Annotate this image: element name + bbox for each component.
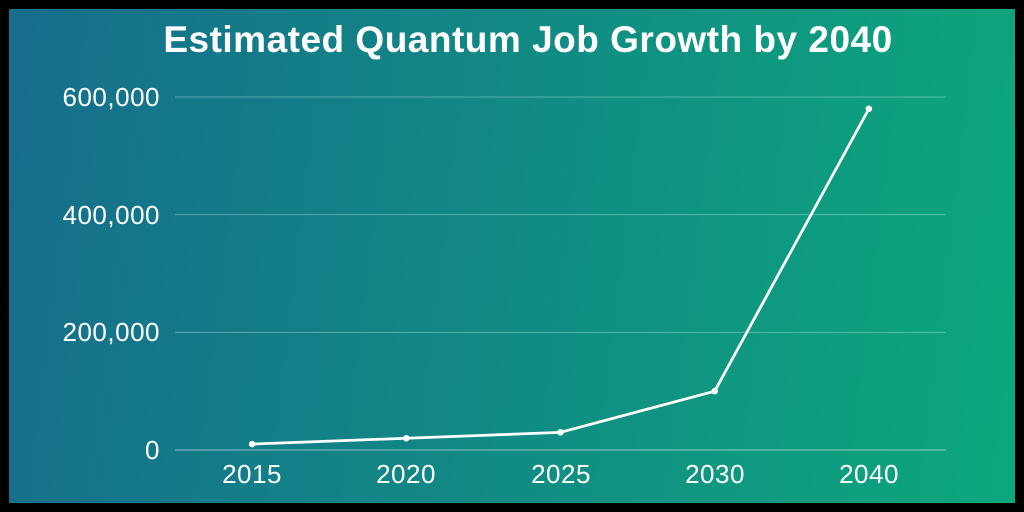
x-tick-label: 2025 xyxy=(531,459,591,489)
x-tick-label: 2015 xyxy=(222,459,282,489)
y-tick-label: 200,000 xyxy=(62,317,160,347)
x-tick-label: 2040 xyxy=(839,459,899,489)
y-tick-label: 600,000 xyxy=(62,82,160,112)
chart-title: Estimated Quantum Job Growth by 2040 xyxy=(163,19,893,60)
y-tick-label: 400,000 xyxy=(62,200,160,230)
y-tick-label: 0 xyxy=(145,435,160,465)
x-tick-label: 2030 xyxy=(685,459,745,489)
x-tick-label: 2020 xyxy=(376,459,436,489)
